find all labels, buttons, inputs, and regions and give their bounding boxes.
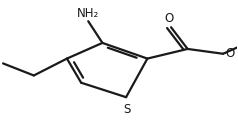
Text: O: O xyxy=(164,12,173,25)
Text: NH₂: NH₂ xyxy=(77,7,99,20)
Text: S: S xyxy=(124,103,131,116)
Text: O: O xyxy=(225,47,235,60)
